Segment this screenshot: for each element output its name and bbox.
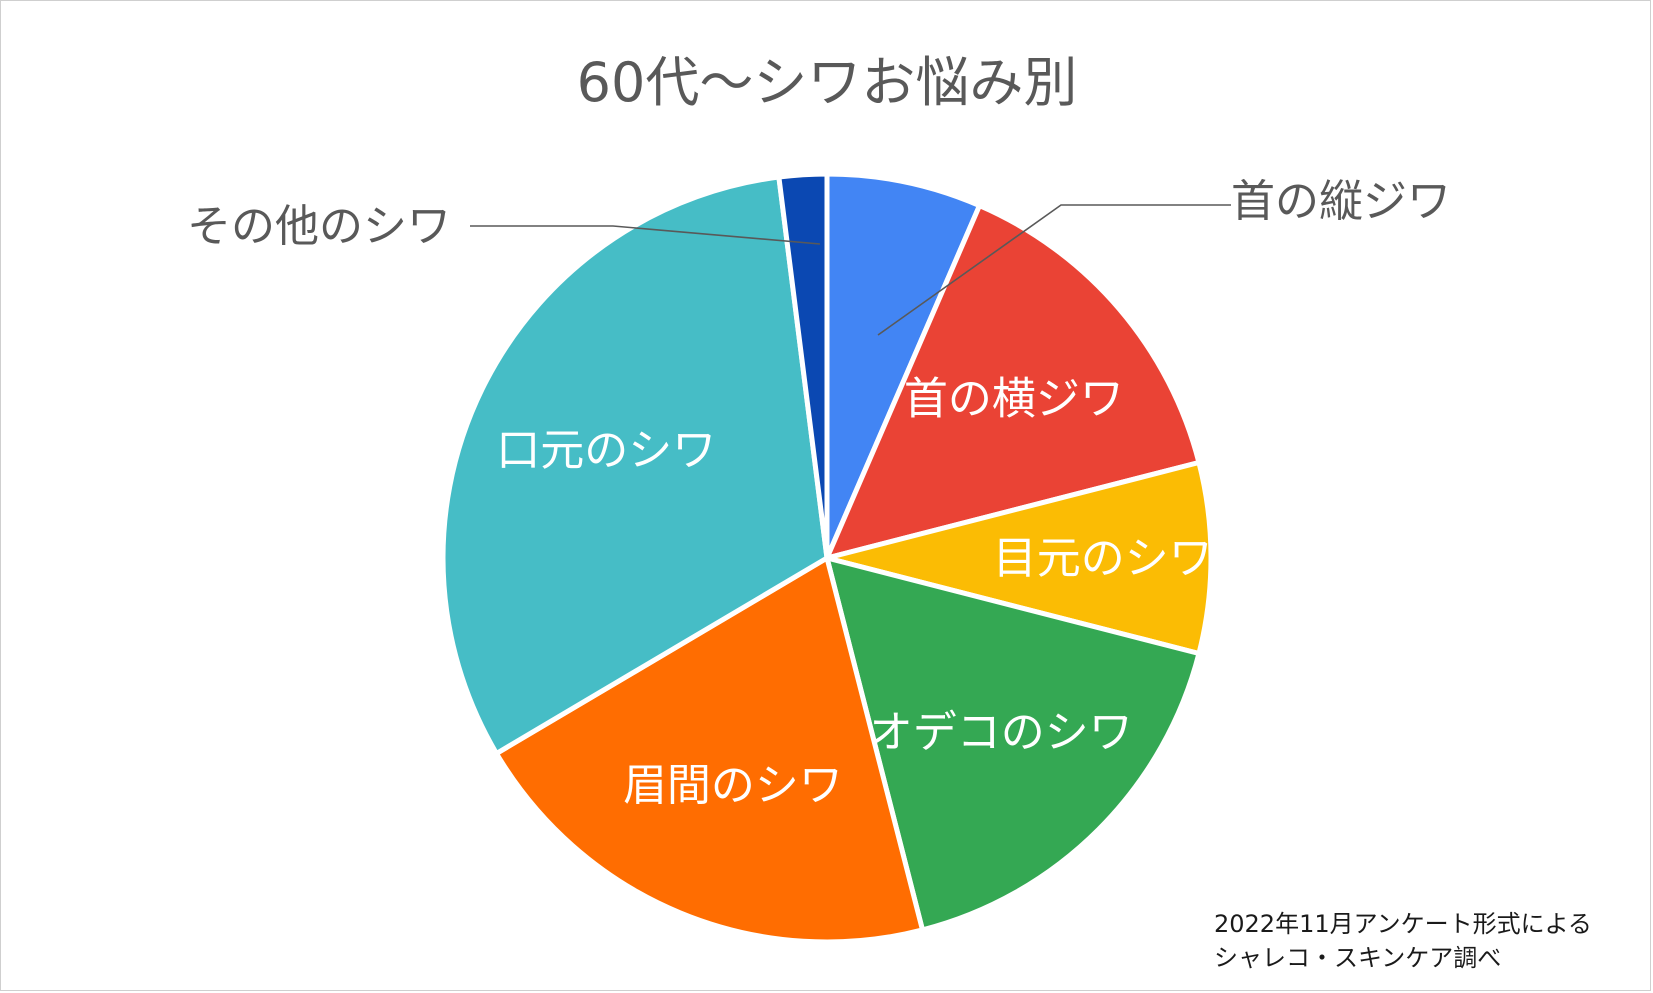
- pie-slice: [824, 171, 983, 561]
- slice-label: 首の縦ジワ: [1231, 176, 1451, 227]
- slice-label: 眉間のシワ: [623, 760, 843, 811]
- slice-label: 口元のシワ: [496, 425, 716, 476]
- leader-line: [877, 204, 1231, 336]
- pie-slice: [824, 555, 1202, 933]
- pie-slice: [824, 460, 1214, 656]
- leader-lines: [470, 204, 1231, 336]
- pie-slice: [824, 203, 1202, 561]
- slice-label: その他のシワ: [187, 201, 451, 252]
- source-note: 2022年11月アンケート形式による シャレコ・スキンケア調べ: [1214, 907, 1592, 975]
- pie-slice: [776, 171, 830, 561]
- pie-slice: [493, 555, 925, 945]
- slice-label: 目元のシワ: [993, 533, 1213, 584]
- chart-title: 60代～シワお悩み別: [577, 51, 1078, 114]
- pie-slice: [440, 174, 830, 756]
- source-note-line: 2022年11月アンケート形式による: [1214, 910, 1592, 938]
- source-note-line: シャレコ・スキンケア調べ: [1214, 944, 1502, 972]
- slice-label: オデコのシワ: [869, 707, 1133, 758]
- leader-line: [470, 225, 821, 245]
- pie-slices: [440, 171, 1214, 945]
- slice-label: 首の横ジワ: [904, 373, 1124, 424]
